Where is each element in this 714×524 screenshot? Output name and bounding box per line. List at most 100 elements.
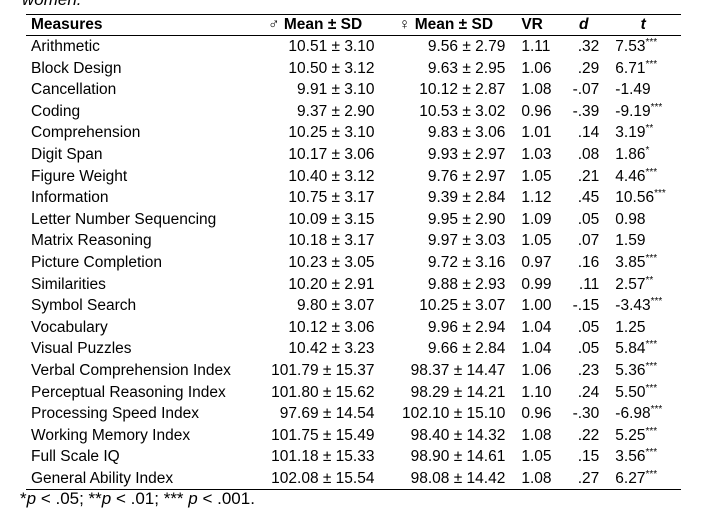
vr-cell: 1.05 — [521, 448, 552, 466]
male-mean-sd-cell: 10.12 ± 3.06 — [288, 318, 375, 336]
significance-stars: ** — [645, 274, 654, 286]
vr-cell: 1.05 — [521, 232, 552, 250]
d-cell: .11 — [578, 275, 600, 293]
female-mean-sd-cell: 9.95 ± 2.90 — [427, 210, 506, 228]
footnote-stars-1: * — [20, 489, 27, 508]
vr-cell: 1.10 — [521, 383, 552, 401]
t-value: -1.49 — [615, 81, 651, 99]
t-cell: 6.27*** — [605, 468, 681, 490]
table-row: Cancellation 9.91 ± 3.10 10.12 ± 2.87 1.08 -… — [26, 79, 681, 101]
table-row: Block Design 10.50 ± 3.12 9.63 ± 2.95 1.06.… — [26, 58, 681, 80]
table-body: Arithmetic 10.51 ± 3.10 9.56 ± 2.79 1.11 .32… — [26, 36, 681, 490]
vr-cell: 0.99 — [521, 275, 552, 293]
footnote-stars-2: ** — [88, 489, 102, 508]
t-value: 10.56 — [615, 189, 655, 207]
vr-cell: 1.00 — [521, 297, 552, 315]
significance-stars: *** — [645, 447, 658, 459]
male-mean-sd-cell: 10.20 ± 2.91 — [288, 275, 375, 293]
t-value: 6.71 — [615, 59, 646, 77]
measure-cell: Verbal Comprehension Index — [31, 361, 231, 379]
male-mean-sd-cell: 10.17 ± 3.06 — [288, 145, 375, 163]
male-mean-sd-cell: 10.50 ± 3.12 — [288, 59, 375, 77]
significance-stars: *** — [645, 360, 658, 372]
table-row: Information 10.75 ± 3.17 9.39 ± 2.84 1.12 .4… — [26, 187, 681, 209]
vr-cell: 1.12 — [521, 189, 552, 207]
measure-cell: Similarities — [31, 275, 106, 293]
footnote-threshold-2: < .01; — [111, 489, 164, 508]
t-value: 6.27 — [615, 469, 646, 487]
t-value: 1.25 — [615, 318, 646, 336]
female-mean-sd-cell: 9.63 ± 2.95 — [427, 59, 506, 77]
t-cell: 5.84*** — [605, 338, 681, 360]
header-vr: VR — [521, 16, 543, 33]
table-row: Matrix Reasoning 10.18 ± 3.17 9.97 ± 3.03 1… — [26, 230, 681, 252]
vr-cell: 1.06 — [521, 59, 552, 77]
d-cell: -.39 — [572, 102, 600, 120]
header-female-mean-sd-label: Mean ± SD — [414, 16, 494, 33]
male-mean-sd-cell: 10.75 ± 3.17 — [288, 189, 375, 207]
significance-stars: ** — [645, 123, 654, 135]
male-mean-sd-cell: 9.37 ± 2.90 — [297, 102, 375, 120]
measure-cell: Coding — [31, 102, 81, 120]
female-mean-sd-cell: 98.08 ± 14.42 — [410, 469, 506, 487]
male-symbol-icon: ♂ — [267, 16, 280, 33]
table-row: Coding 9.37 ± 2.90 10.53 ± 3.02 0.96 -.39 -9.… — [26, 101, 681, 123]
t-cell: 5.36*** — [605, 360, 681, 382]
table-row: Perceptual Reasoning Index 101.80 ± 15.62… — [26, 382, 681, 404]
vr-cell: 1.05 — [521, 167, 552, 185]
t-value: -3.43 — [615, 297, 651, 315]
footnote-threshold-3: < .001. — [197, 489, 255, 508]
d-cell: .08 — [577, 145, 600, 163]
d-cell: .05 — [577, 340, 600, 358]
significance-stars: *** — [654, 188, 666, 200]
t-cell: 1.59 — [605, 230, 681, 252]
female-mean-sd-cell: 9.72 ± 3.16 — [427, 253, 506, 271]
table-row: Processing Speed Index 97.69 ± 14.54 102.1… — [26, 403, 681, 425]
table-header-row: Measures ♂ Mean ± SD ♀ Mean ± SD VR d t — [26, 14, 681, 36]
t-value: 5.50 — [615, 383, 646, 401]
t-cell: -1.49 — [605, 79, 681, 101]
d-cell: .22 — [577, 426, 600, 444]
d-cell: -.07 — [572, 81, 600, 99]
t-cell: 4.46*** — [605, 166, 681, 188]
significance-stars: *** — [645, 425, 658, 437]
male-mean-sd-cell: 97.69 ± 14.54 — [279, 405, 375, 423]
footnote-p-1: p — [26, 489, 37, 508]
sex-differences-table: Measures ♂ Mean ± SD ♀ Mean ± SD VR d t … — [26, 14, 681, 490]
measure-cell: Processing Speed Index — [31, 405, 200, 423]
vr-cell: 1.08 — [521, 469, 552, 487]
t-cell: 5.25*** — [605, 425, 681, 447]
t-cell: 2.57** — [605, 274, 681, 296]
significance-stars: *** — [645, 58, 658, 70]
significance-footnote: *p < .05; **p < .01; *** p < .001. — [20, 489, 255, 509]
t-value: 1.86 — [615, 145, 646, 163]
t-value: 2.57 — [615, 275, 646, 293]
d-cell: .07 — [577, 232, 600, 250]
d-cell: -.30 — [572, 405, 600, 423]
measure-cell: Arithmetic — [31, 38, 100, 55]
t-cell: 3.85*** — [605, 252, 681, 274]
measure-cell: Matrix Reasoning — [31, 232, 152, 250]
t-value: 3.19 — [615, 124, 646, 142]
female-mean-sd-cell: 9.97 ± 3.03 — [427, 232, 506, 250]
female-symbol-icon: ♀ — [398, 16, 411, 33]
t-value: 5.84 — [615, 340, 646, 358]
male-mean-sd-cell: 101.80 ± 15.62 — [271, 383, 375, 401]
t-value: 5.25 — [615, 426, 646, 444]
vr-cell: 1.08 — [521, 81, 552, 99]
table-row: Letter Number Sequencing 10.09 ± 3.15 9.95… — [26, 209, 681, 231]
t-value: -9.19 — [615, 102, 651, 120]
measure-cell: Full Scale IQ — [31, 448, 120, 466]
d-cell: .27 — [577, 469, 600, 487]
vr-cell: 1.06 — [521, 361, 552, 379]
significance-stars: * — [645, 144, 650, 156]
table-row: Verbal Comprehension Index 101.79 ± 15.37… — [26, 360, 681, 382]
male-mean-sd-cell: 10.23 ± 3.05 — [288, 253, 375, 271]
t-cell: 7.53*** — [605, 36, 681, 58]
significance-stars: *** — [645, 382, 658, 394]
male-mean-sd-cell: 10.18 ± 3.17 — [288, 232, 375, 250]
measure-cell: Digit Span — [31, 145, 103, 163]
t-value: 4.46 — [615, 167, 646, 185]
t-value: 7.53 — [615, 38, 646, 55]
measure-cell: Comprehension — [31, 124, 141, 142]
